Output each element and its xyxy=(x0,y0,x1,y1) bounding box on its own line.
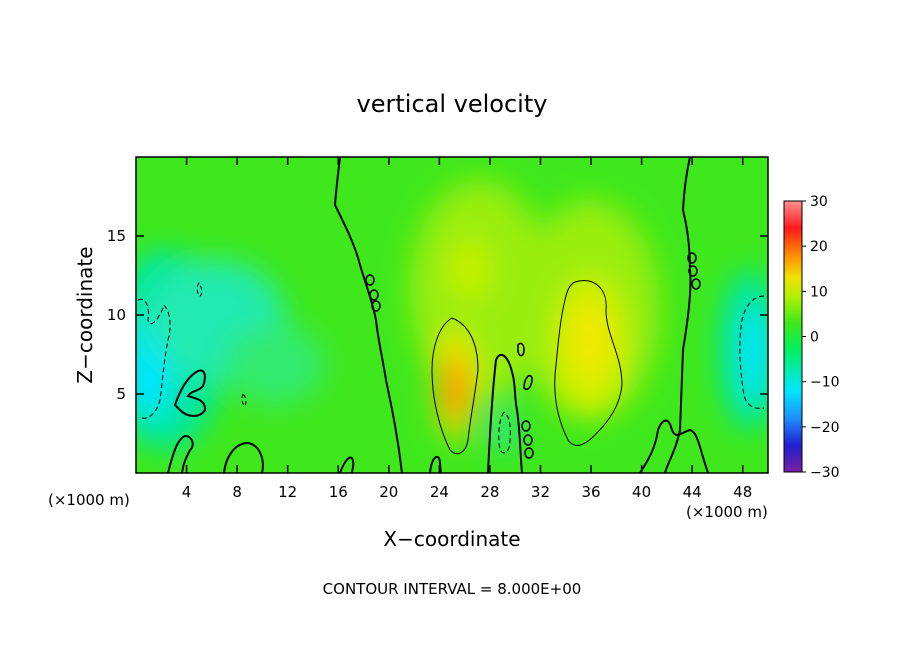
zero-contour xyxy=(664,157,692,473)
negative-contour xyxy=(241,393,247,407)
x-tick-label: 8 xyxy=(232,483,242,501)
zero-contour xyxy=(687,252,697,264)
zero-contour xyxy=(521,420,531,432)
x-tick-label: 40 xyxy=(632,483,651,501)
chart-title: vertical velocity xyxy=(357,90,548,118)
zero-contour xyxy=(369,289,379,301)
negative-contour xyxy=(498,411,511,454)
x-tick-label: 36 xyxy=(581,483,600,501)
negative-contour xyxy=(196,282,203,297)
colorbar-tick-label: 20 xyxy=(810,239,828,255)
x-unit-left: (×1000 m) xyxy=(48,491,130,509)
contour-interval-note: CONTOUR INTERVAL = 8.000E+00 xyxy=(323,580,582,598)
positive-contour xyxy=(431,317,479,455)
zero-contour xyxy=(429,456,442,473)
positive-contour xyxy=(554,280,623,446)
x-axis-label: X−coordinate xyxy=(383,527,520,551)
y-axis: 5 10 15 xyxy=(107,227,768,403)
x-tick-label: 4 xyxy=(182,483,192,501)
heatmap-field xyxy=(136,157,768,473)
zero-contour xyxy=(691,278,701,290)
x-tick-label: 44 xyxy=(683,483,702,501)
x-tick-label: 28 xyxy=(480,483,499,501)
x-tick-label: 16 xyxy=(329,483,348,501)
y-tick-label: 10 xyxy=(107,306,126,324)
colorbar-tick-label: 10 xyxy=(810,284,828,300)
negative-contour xyxy=(739,295,765,409)
contour-lines xyxy=(137,157,765,473)
colorbar-tick-label: −10 xyxy=(810,375,840,391)
zero-contour xyxy=(167,434,194,473)
zero-contour xyxy=(517,342,525,357)
zero-contour xyxy=(371,300,381,312)
zero-contour xyxy=(688,265,698,277)
colorbar xyxy=(783,200,803,473)
colorbar-tick-label: 0 xyxy=(810,330,819,346)
x-unit-right: (×1000 m) xyxy=(686,503,768,521)
x-axis: 4 8 12 16 20 24 28 32 36 40 44 48 xyxy=(182,157,752,501)
y-tick-label: 15 xyxy=(107,227,126,245)
negative-contour xyxy=(137,298,171,419)
x-tick-label: 12 xyxy=(278,483,297,501)
colorbar-tick-label: −20 xyxy=(810,420,840,436)
zero-contour xyxy=(339,456,355,473)
x-tick-label: 20 xyxy=(379,483,398,501)
x-tick-label: 24 xyxy=(430,483,449,501)
colorbar-tick-label: −30 xyxy=(810,465,840,481)
y-tick-label: 5 xyxy=(116,385,126,403)
x-tick-label: 32 xyxy=(531,483,550,501)
colorbar-tick-label: 30 xyxy=(810,194,828,210)
x-tick-label: 48 xyxy=(733,483,752,501)
y-axis-label: Z−coordinate xyxy=(73,246,97,383)
zero-contour xyxy=(524,447,534,459)
zero-contour xyxy=(223,441,264,473)
heatmap-blobs xyxy=(136,180,768,452)
colorbar-ticks: 30 20 10 0 −10 −20 −30 xyxy=(802,194,840,481)
zero-contour xyxy=(523,434,533,446)
zero-contour xyxy=(523,374,533,391)
zero-contour xyxy=(365,274,375,286)
zero-contour xyxy=(639,419,709,473)
zero-contour xyxy=(173,369,207,417)
zero-contour xyxy=(487,353,523,473)
